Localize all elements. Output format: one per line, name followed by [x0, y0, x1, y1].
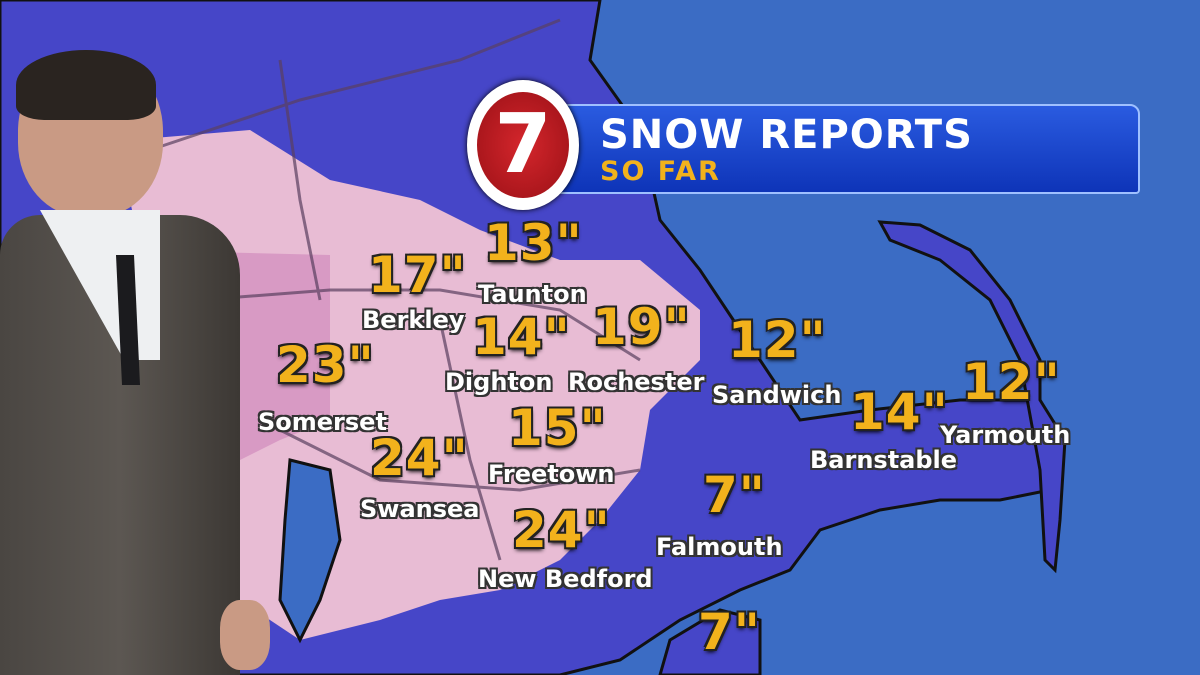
snow-amount: 15" — [508, 399, 607, 457]
town-label: Dighton — [445, 368, 553, 396]
logo-seven: 7 — [494, 97, 552, 192]
snow-amount: 13" — [484, 214, 583, 272]
snow-amount: 17" — [368, 246, 467, 304]
town-label: Freetown — [488, 460, 615, 488]
snow-amount: 23" — [276, 336, 375, 394]
town-label: Sandwich — [712, 381, 842, 409]
town-label: Taunton — [478, 280, 587, 308]
cape-cod-arm — [877, 220, 1067, 574]
town-label: Barnstable — [810, 446, 958, 474]
graphic-subtitle: SO FAR — [600, 156, 721, 187]
town-label: Rochester — [568, 368, 705, 396]
snow-amount: 24" — [512, 501, 611, 559]
station-logo: 7 — [467, 80, 579, 210]
roads — [149, 18, 641, 561]
snow-amount: 19" — [592, 298, 691, 356]
snow-amount: 14" — [850, 383, 949, 441]
snow-amount: 12" — [728, 311, 827, 369]
town-label: Falmouth — [656, 533, 783, 561]
town-label: Berkley — [362, 306, 465, 334]
hand — [220, 600, 270, 670]
graphic-title: SNOW REPORTS — [600, 112, 973, 158]
town-label: Yarmouth — [940, 421, 1071, 449]
snow-amount: 14" — [472, 308, 571, 366]
snow-amount: 7" — [703, 466, 766, 524]
meteorologist — [0, 50, 270, 675]
town-label: Somerset — [258, 408, 387, 436]
martha-vineyard — [658, 608, 762, 675]
town-label: New Bedford — [478, 565, 653, 593]
narragansett-bay — [278, 458, 342, 644]
snow-amount: 12" — [962, 353, 1061, 411]
snow-amount: 24" — [370, 429, 469, 487]
snow-amount: 7" — [698, 603, 761, 661]
hair — [16, 50, 156, 120]
title-banner: SNOW REPORTS SO FAR — [560, 104, 1140, 194]
town-label: Swansea — [360, 495, 480, 523]
